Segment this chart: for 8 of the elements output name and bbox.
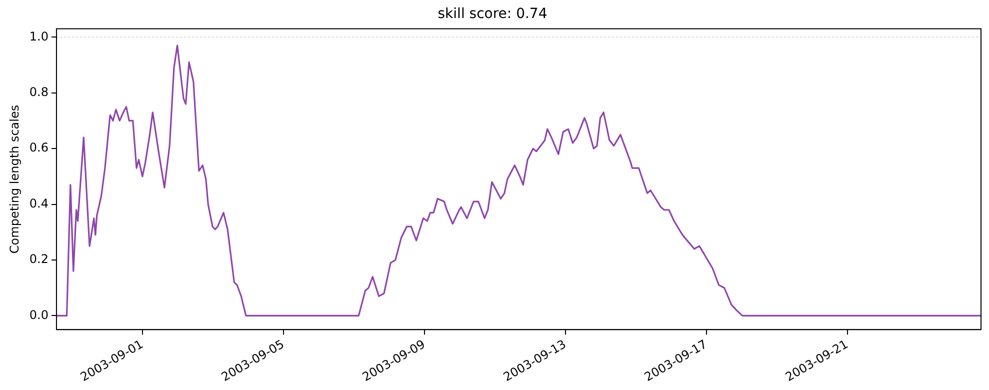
y-tick-label: 0.6 — [29, 140, 48, 155]
y-tick-label: 1.0 — [29, 29, 48, 44]
y-tick-label: 0.4 — [29, 196, 48, 210]
y-axis-title: Competing length scales — [7, 104, 22, 254]
chart-title: skill score: 0.74 — [438, 6, 548, 22]
y-tick-label: 0.2 — [29, 252, 48, 266]
y-tick-label: 0.8 — [29, 84, 48, 99]
y-tick-label: 0.0 — [29, 308, 48, 322]
